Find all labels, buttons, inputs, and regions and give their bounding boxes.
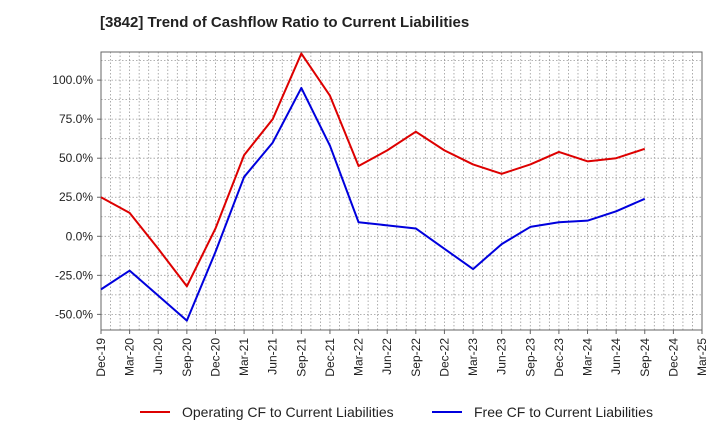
legend-label-operating: Operating CF to Current Liabilities	[182, 404, 394, 420]
series-line-operating	[100, 52, 646, 288]
legend-label-free: Free CF to Current Liabilities	[474, 404, 653, 420]
x-tick-label: Jun-21	[266, 338, 280, 375]
x-tick-label: Sep-22	[409, 338, 423, 377]
y-tick-label: 25.0%	[59, 190, 93, 204]
x-tick-label: Mar-21	[237, 338, 251, 376]
y-tick-label: -25.0%	[55, 268, 93, 282]
y-tick-label: 75.0%	[59, 112, 93, 126]
x-tick-label: Sep-21	[294, 338, 308, 377]
series-line-free	[100, 86, 646, 322]
x-tick-label: Jun-22	[380, 338, 394, 375]
legend-swatch-operating	[140, 411, 170, 413]
y-tick-label: 50.0%	[59, 151, 93, 165]
x-tick-label: Jun-24	[609, 338, 623, 375]
x-tick-label: Jun-20	[151, 338, 165, 375]
x-tick-label: Dec-22	[437, 338, 451, 377]
chart-legend: Operating CF to Current Liabilities Free…	[0, 404, 720, 426]
x-tick-label: Dec-21	[323, 338, 337, 377]
x-tick-label: Sep-24	[638, 338, 652, 377]
legend-item-operating: Operating CF to Current Liabilities	[140, 404, 394, 420]
x-tick-label: Mar-22	[352, 338, 366, 376]
y-tick-label: -50.0%	[55, 307, 93, 321]
x-tick-label: Mar-25	[695, 338, 709, 376]
x-tick-label: Dec-19	[94, 338, 108, 377]
legend-item-free: Free CF to Current Liabilities	[432, 404, 653, 420]
x-tick-label: Dec-24	[666, 338, 680, 377]
x-tick-label: Sep-20	[180, 338, 194, 377]
x-tick-label: Dec-20	[208, 338, 222, 377]
y-tick-label: 100.0%	[52, 73, 93, 87]
x-tick-label: Jun-23	[495, 338, 509, 375]
x-tick-label: Sep-23	[523, 338, 537, 377]
chart-title: [3842] Trend of Cashflow Ratio to Curren…	[100, 14, 470, 31]
x-tick-label: Mar-20	[123, 338, 137, 376]
plot-frame	[100, 51, 703, 331]
x-tick-label: Mar-23	[466, 338, 480, 376]
x-tick-label: Mar-24	[581, 338, 595, 376]
x-tick-label: Dec-23	[552, 338, 566, 377]
y-tick-label: 0.0%	[66, 229, 94, 243]
legend-swatch-free	[432, 411, 462, 413]
